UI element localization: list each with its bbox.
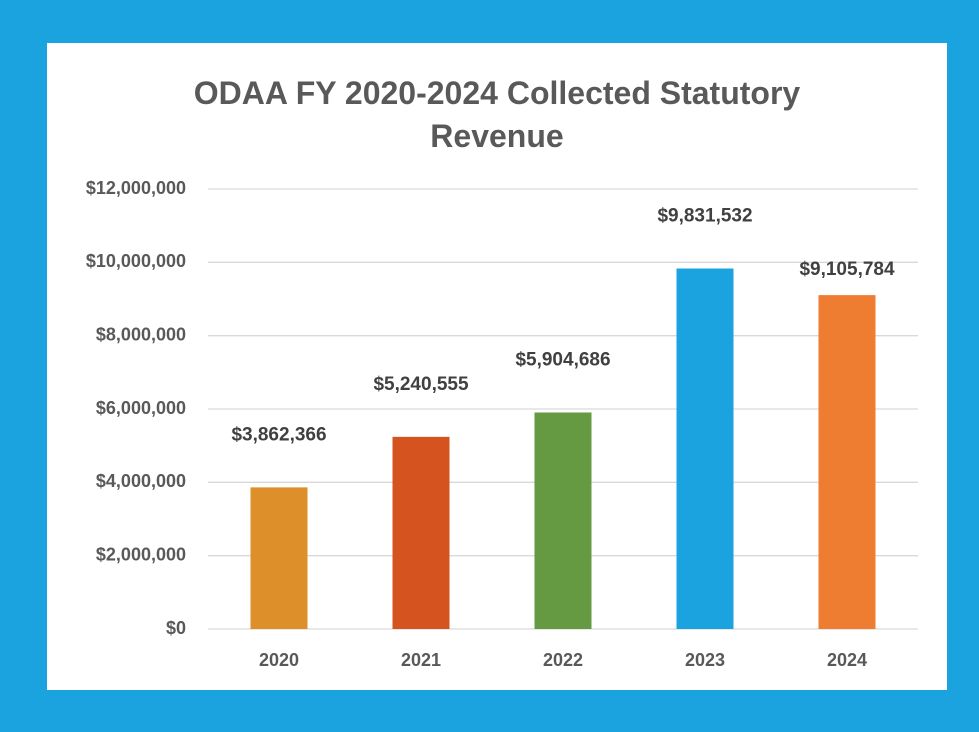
y-tick-label: $2,000,000: [96, 544, 186, 564]
data-label: $9,105,784: [799, 259, 895, 280]
bar: [250, 487, 308, 629]
chart-title: ODAA FY 2020-2024 Collected Statutory Re…: [193, 75, 801, 154]
x-tick-label: 2022: [543, 650, 583, 670]
data-label: $3,862,366: [231, 424, 326, 445]
chart-panel: [47, 43, 947, 690]
data-label: $5,904,686: [515, 350, 610, 371]
x-tick-label: 2023: [685, 650, 725, 670]
y-tick-label: $10,000,000: [86, 251, 186, 271]
data-label: $5,240,555: [373, 374, 469, 395]
bar: [676, 268, 734, 629]
x-tick-label: 2020: [259, 650, 299, 670]
bar: [392, 436, 450, 629]
y-tick-label: $12,000,000: [86, 178, 186, 198]
x-tick-label: 2021: [401, 650, 441, 670]
y-tick-label: $0: [166, 618, 186, 638]
y-tick-label: $8,000,000: [96, 324, 186, 344]
bar: [818, 295, 876, 629]
y-tick-label: $6,000,000: [96, 398, 186, 418]
data-label: $9,831,532: [657, 206, 752, 227]
x-tick-label: 2024: [827, 650, 867, 670]
y-tick-label: $4,000,000: [96, 471, 186, 491]
bar: [534, 412, 592, 629]
